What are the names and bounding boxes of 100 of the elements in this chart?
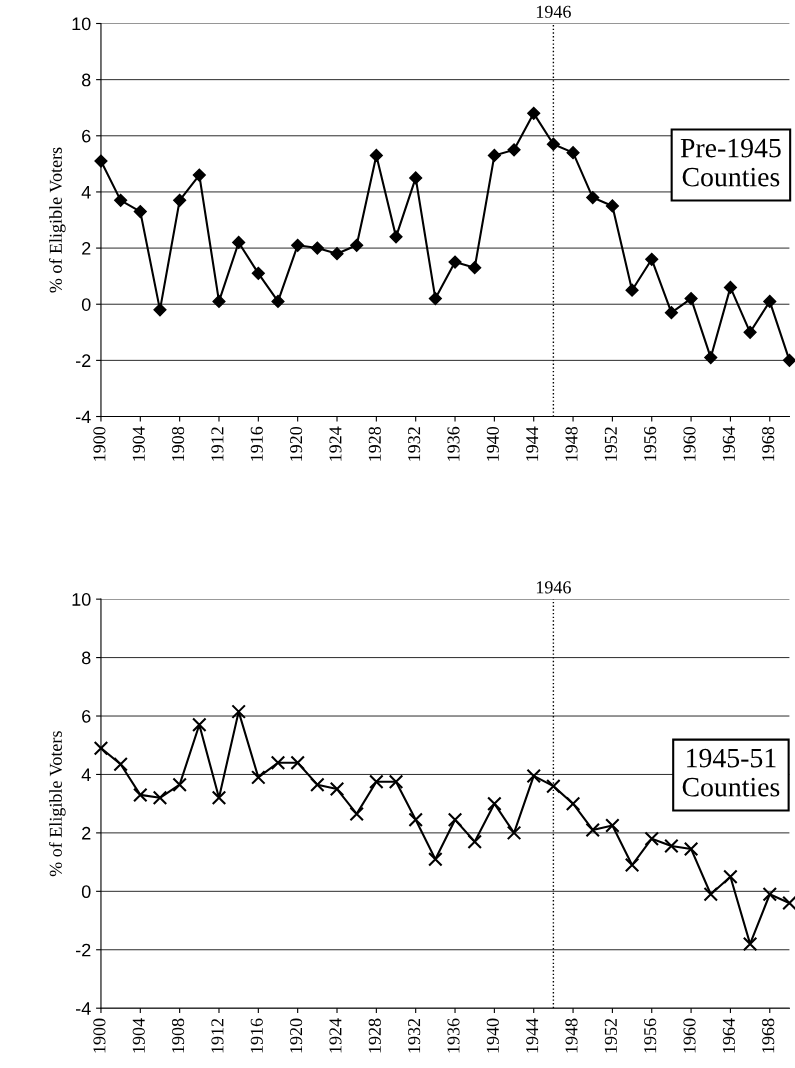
point xyxy=(211,790,227,806)
point xyxy=(703,886,719,902)
x-tick-label: 1916 xyxy=(250,426,263,461)
point xyxy=(763,294,777,309)
point xyxy=(192,717,207,733)
x-tick-label: 1964 xyxy=(722,1018,735,1053)
y-tick-label: 10 xyxy=(72,593,91,606)
x-tick-label: 1912 xyxy=(211,427,224,461)
x-tick-label: 1924 xyxy=(329,1018,342,1053)
point xyxy=(468,261,482,275)
point xyxy=(782,353,795,367)
annotation: 1945-51 Counties xyxy=(682,748,780,797)
point xyxy=(310,241,324,255)
point xyxy=(172,777,187,792)
point xyxy=(645,252,659,266)
point xyxy=(605,199,619,213)
x-tick-label: 1920 xyxy=(290,1018,303,1053)
x-tick-label: 1908 xyxy=(171,1018,185,1053)
point xyxy=(408,812,423,828)
y-tick-label: 0 xyxy=(81,885,91,899)
point xyxy=(290,755,305,771)
y-tick-label: -2 xyxy=(75,354,91,367)
y-tick-label: -4 xyxy=(75,1002,91,1015)
y-tick-label: 2 xyxy=(82,826,91,840)
point xyxy=(683,841,699,857)
x-tick-label: 1920 xyxy=(290,426,303,461)
point xyxy=(546,778,561,794)
x-tick-label: 1912 xyxy=(211,1018,224,1053)
point xyxy=(782,895,795,911)
point xyxy=(507,143,521,157)
point xyxy=(586,190,600,205)
point xyxy=(546,137,560,151)
point xyxy=(212,294,226,309)
point xyxy=(605,818,620,833)
point xyxy=(133,204,147,219)
x-tick-label: 1904 xyxy=(132,426,145,461)
point xyxy=(291,238,305,252)
x-tick-label: 1924 xyxy=(329,426,342,461)
x-tick-label: 1940 xyxy=(486,426,499,461)
point xyxy=(566,146,580,160)
y-tick-label: -2 xyxy=(75,943,91,957)
point xyxy=(310,777,325,792)
point xyxy=(330,247,344,261)
point xyxy=(723,869,738,884)
point xyxy=(723,280,738,294)
point xyxy=(329,781,345,797)
point xyxy=(94,154,108,168)
x-tick-label: 1916 xyxy=(250,1018,263,1053)
point xyxy=(506,825,522,841)
x-tick-label: 1956 xyxy=(644,1018,657,1053)
x-tick-label: 1948 xyxy=(565,426,578,461)
x-tick-label: 1940 xyxy=(486,1018,499,1053)
x-tick-label: 1932 xyxy=(408,427,421,461)
x-tick-label: 1908 xyxy=(171,426,185,461)
point xyxy=(271,294,285,309)
point xyxy=(487,148,501,163)
point xyxy=(565,796,581,811)
point xyxy=(624,857,640,873)
point xyxy=(487,796,502,811)
point xyxy=(270,755,286,771)
x-tick-label: 1968 xyxy=(762,426,775,461)
x-tick-label: 1956 xyxy=(644,426,657,461)
point xyxy=(231,704,246,719)
point xyxy=(684,292,698,306)
ref-line-label: 1946 xyxy=(536,581,571,594)
point xyxy=(93,740,109,756)
y-tick-label: 8 xyxy=(81,73,91,87)
x-tick-label: 1948 xyxy=(565,1018,578,1053)
point xyxy=(526,768,542,784)
x-tick-label: 1904 xyxy=(132,1018,145,1053)
ref-line-label: 1946 xyxy=(536,5,571,18)
y-tick-label: 10 xyxy=(72,17,91,31)
y-tick-label: 4 xyxy=(81,186,91,199)
x-tick-label: 1900 xyxy=(93,1018,106,1053)
point xyxy=(369,148,383,163)
point xyxy=(388,774,404,790)
point xyxy=(232,235,246,250)
point xyxy=(173,193,187,207)
point xyxy=(467,834,482,849)
point xyxy=(389,230,403,244)
point xyxy=(428,292,442,306)
y-axis-title: % of Eligible Voters xyxy=(49,731,66,877)
y-tick-label: 6 xyxy=(82,709,91,723)
x-tick-label: 1952 xyxy=(604,427,617,461)
y-tick-label: 4 xyxy=(81,768,91,781)
x-tick-label: 1932 xyxy=(408,1018,421,1053)
point xyxy=(369,774,384,790)
point xyxy=(192,168,206,182)
x-tick-label: 1968 xyxy=(762,1018,775,1053)
y-tick-label: 6 xyxy=(82,129,91,143)
point xyxy=(762,886,778,902)
point xyxy=(644,831,660,847)
x-tick-label: 1960 xyxy=(683,426,696,461)
x-tick-label: 1928 xyxy=(368,426,381,461)
y-tick-label: 0 xyxy=(81,298,91,311)
point xyxy=(527,106,541,120)
point xyxy=(664,306,678,320)
point xyxy=(152,790,168,806)
point xyxy=(428,851,443,867)
point xyxy=(133,787,148,803)
